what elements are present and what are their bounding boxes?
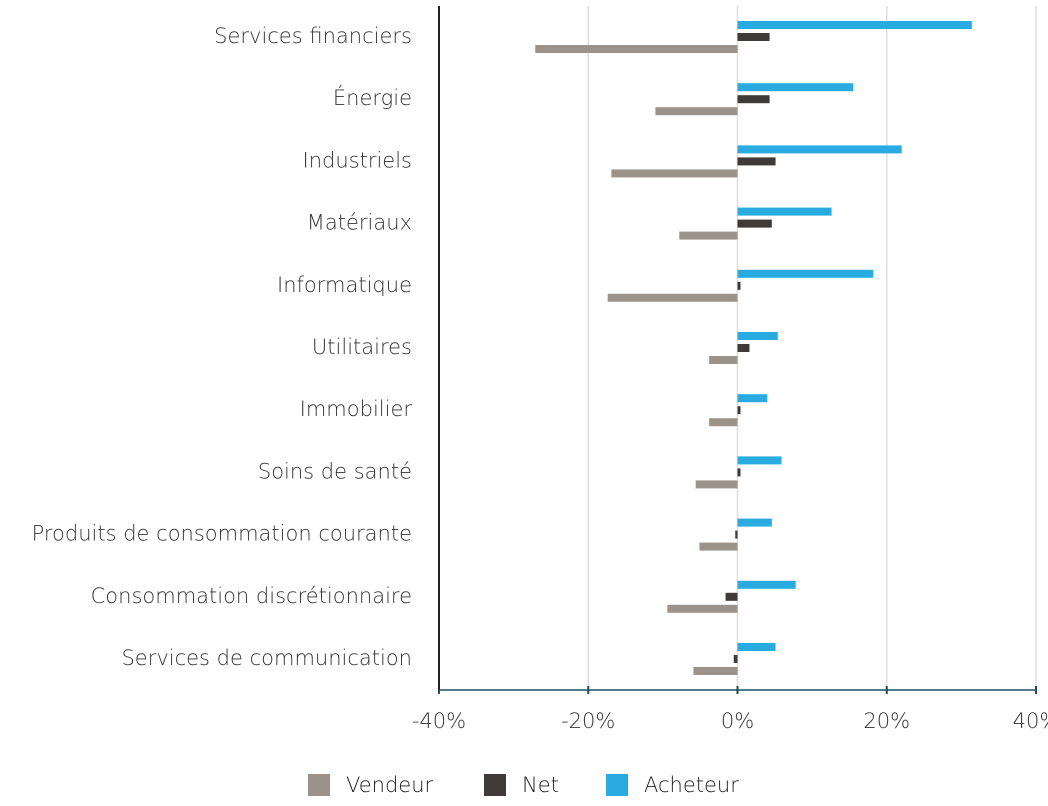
bar (737, 456, 782, 465)
y-tick-label: Soins de santé (258, 459, 412, 483)
y-tick-label: Consommation discrétionnaire (91, 584, 412, 608)
x-tick-label: 20% (863, 709, 910, 733)
legend-swatch (606, 774, 628, 796)
bar (737, 21, 972, 29)
bar (737, 83, 854, 92)
x-tick-label: 40% (1013, 709, 1048, 733)
bar (737, 145, 902, 154)
bar (695, 480, 738, 489)
bar (737, 219, 772, 228)
legend-label: Vendeur (346, 773, 434, 797)
bar (737, 643, 776, 651)
bar (737, 406, 741, 415)
bar (607, 293, 738, 302)
bar (733, 655, 738, 663)
bar (737, 468, 741, 477)
bar (737, 33, 770, 41)
bar (655, 107, 738, 116)
bar (737, 394, 768, 403)
bar (737, 344, 750, 352)
bar (737, 518, 772, 527)
bar (679, 231, 738, 240)
bar (611, 169, 738, 178)
legend-swatch (484, 774, 506, 796)
bar (735, 530, 738, 539)
bar (737, 95, 770, 104)
bar (737, 269, 874, 278)
bar (709, 418, 738, 427)
bar (737, 332, 778, 340)
y-tick-label: Services financiers (214, 24, 412, 48)
y-tick-label: Utilitaires (312, 335, 412, 359)
x-tick-label: -40% (412, 709, 466, 733)
legend-label: Acheteur (644, 773, 739, 797)
bar (737, 157, 776, 166)
bar (737, 207, 832, 216)
legend-swatch (308, 774, 330, 796)
bar (737, 580, 796, 589)
bar (725, 592, 738, 601)
bar (699, 542, 738, 551)
y-tick-label: Matériaux (307, 211, 412, 235)
x-tick-label: 0% (721, 709, 754, 733)
y-tick-label: Énergie (333, 85, 412, 110)
bar (693, 667, 738, 675)
y-tick-label: Industriels (303, 148, 412, 172)
y-tick-label: Informatique (277, 273, 412, 297)
bar (737, 281, 741, 290)
y-tick-label: Immobilier (300, 397, 413, 421)
bar (709, 356, 738, 364)
legend-label: Net (522, 773, 559, 797)
x-tick-label: -20% (561, 709, 615, 733)
y-tick-label: Services de communication (121, 646, 412, 670)
bar (535, 45, 738, 53)
bar (667, 604, 738, 613)
y-tick-label: Produits de consommation courante (32, 522, 412, 546)
